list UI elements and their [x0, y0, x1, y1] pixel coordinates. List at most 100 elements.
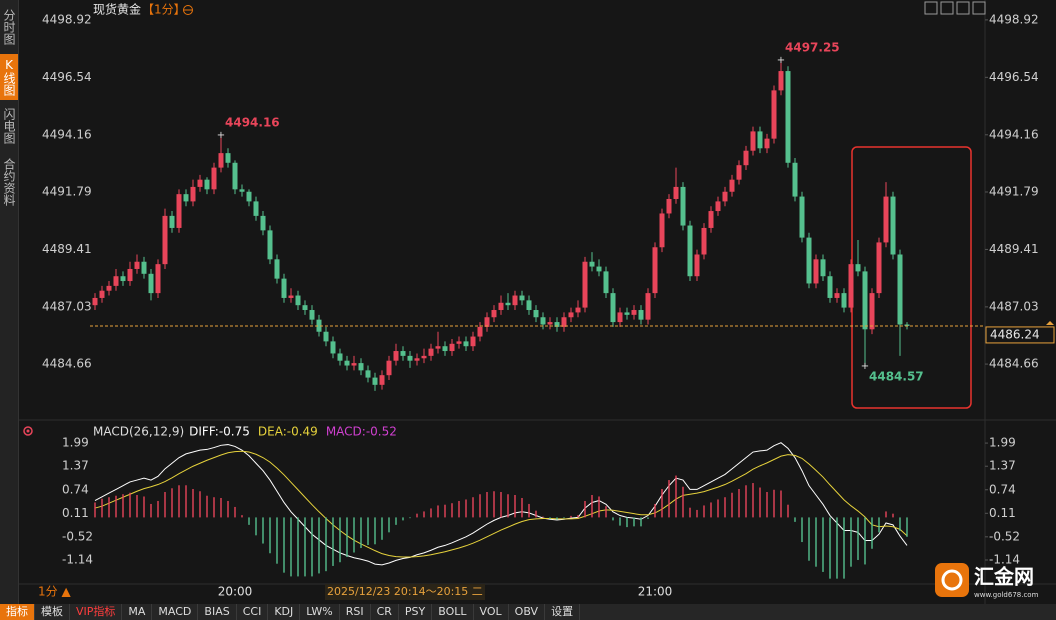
- candle-body: [554, 322, 560, 327]
- candle-body: [778, 71, 784, 91]
- candle-body: [624, 312, 630, 315]
- candle-body: [120, 276, 126, 282]
- toolbar-tab[interactable]: 指标: [0, 604, 35, 620]
- candle-body: [330, 341, 336, 354]
- extreme-marker: +: [861, 361, 869, 372]
- candle-body: [477, 326, 483, 337]
- y-tick-label: 1.37: [62, 459, 89, 473]
- period-toggle[interactable]: 1分 ▲: [38, 585, 71, 599]
- indicator-line: [94, 442, 908, 566]
- y-tick-label: 4496.54: [42, 70, 92, 84]
- y-tick-label: 4496.54: [989, 70, 1039, 84]
- toolbar-tab[interactable]: MA: [122, 604, 153, 620]
- x-tick-label: 20:00: [218, 585, 253, 599]
- candle-body: [337, 353, 343, 361]
- candle-body: [484, 317, 490, 327]
- candle-body: [610, 293, 616, 323]
- candle-body: [92, 297, 98, 306]
- toolbar-tab[interactable]: OBV: [509, 604, 546, 620]
- toolbar-tab[interactable]: MACD: [152, 604, 199, 620]
- candle-body: [547, 322, 553, 325]
- toolbar-tab[interactable]: RSI: [340, 604, 371, 620]
- y-tick-label: 4489.41: [42, 242, 92, 256]
- candle-body: [225, 153, 231, 163]
- sidebar-tab[interactable]: K线图: [0, 54, 18, 100]
- candle-body: [281, 278, 287, 298]
- high-label: 4497.25: [785, 41, 840, 55]
- candle-body: [176, 194, 182, 228]
- toolbar-tab[interactable]: CCI: [237, 604, 269, 620]
- legend-label: DIFF:-0.75: [189, 425, 250, 439]
- toolbar-tab[interactable]: CR: [371, 604, 399, 620]
- candle-body: [246, 191, 252, 202]
- candle-body: [729, 179, 735, 192]
- indicator-line: [94, 450, 908, 558]
- candle-body: [386, 360, 392, 376]
- low-label: 4484.57: [869, 370, 924, 384]
- candle-body: [806, 237, 812, 284]
- toolbar-tab[interactable]: VIP指标: [70, 604, 123, 620]
- crosshair-time-box: [325, 584, 485, 600]
- candle-body: [792, 162, 798, 197]
- y-tick-label: -1.14: [62, 552, 93, 566]
- candle-body: [169, 215, 175, 228]
- add-icon[interactable]: [183, 5, 193, 15]
- candle-body: [883, 196, 889, 243]
- candle-body: [134, 261, 140, 269]
- legend-label: DEA:-0.49: [258, 425, 318, 439]
- y-tick-label: 4494.16: [42, 127, 92, 141]
- brand-logo: [935, 563, 969, 597]
- chart-title: 现货黄金: [93, 2, 141, 17]
- sidebar-tab[interactable]: 闪电图: [2, 108, 16, 144]
- candle-body: [463, 341, 469, 347]
- candle-body: [673, 186, 679, 199]
- indicator-icon[interactable]: [23, 426, 33, 436]
- candle-body: [876, 242, 882, 294]
- candle-body: [743, 150, 749, 166]
- candle-body: [687, 225, 693, 277]
- y-tick-label: 1.99: [62, 436, 89, 450]
- candle-body: [519, 295, 525, 301]
- candle-body: [204, 179, 210, 190]
- control-button[interactable]: [956, 1, 970, 15]
- toolbar-tab[interactable]: BOLL: [432, 604, 474, 620]
- sidebar-tab[interactable]: 分时图: [2, 9, 16, 45]
- candle-body: [764, 138, 770, 149]
- candle-body: [785, 71, 791, 163]
- toolbar-tab[interactable]: 模板: [35, 604, 70, 620]
- control-button[interactable]: [924, 1, 938, 15]
- toolbar-tab[interactable]: BIAS: [198, 604, 237, 620]
- candle-body: [589, 261, 595, 267]
- toolbar-tab[interactable]: VOL: [474, 604, 509, 620]
- candle-body: [127, 268, 133, 282]
- interval-label[interactable]: 【1分】: [142, 3, 186, 17]
- candle-body: [813, 259, 819, 284]
- candle-body: [295, 295, 301, 306]
- toolbar: 指标 模板 VIP指标 MA MACD BIAS CCI KDJ LW% RSI CR PSY BOLL…: [0, 604, 1056, 620]
- candle-body: [645, 293, 651, 320]
- candle-body: [379, 375, 385, 385]
- candle-body: [421, 355, 427, 359]
- candle-body: [197, 179, 203, 187]
- candle-body: [393, 351, 399, 361]
- candle-body: [288, 295, 294, 298]
- toolbar-tab[interactable]: KDJ: [268, 604, 301, 620]
- candle-body: [435, 346, 441, 349]
- candle-body: [904, 324, 910, 326]
- candle-body: [526, 300, 532, 311]
- y-tick-label: 4498.92: [989, 12, 1039, 26]
- candle-body: [365, 370, 371, 378]
- y-tick-label: 4484.66: [989, 357, 1039, 371]
- toolbar-tab[interactable]: LW%: [300, 604, 340, 620]
- candle-body: [659, 213, 665, 248]
- candle-body: [708, 211, 714, 228]
- candle-body: [323, 331, 329, 342]
- candle-body: [715, 201, 721, 212]
- candle-body: [736, 165, 742, 180]
- sidebar-tab[interactable]: 合约资料: [2, 158, 16, 206]
- toolbar-tab[interactable]: PSY: [399, 604, 433, 620]
- toolbar-tab[interactable]: 设置: [545, 604, 581, 620]
- candle-body: [302, 305, 308, 311]
- control-button[interactable]: [940, 1, 954, 15]
- control-button[interactable]: [972, 1, 986, 15]
